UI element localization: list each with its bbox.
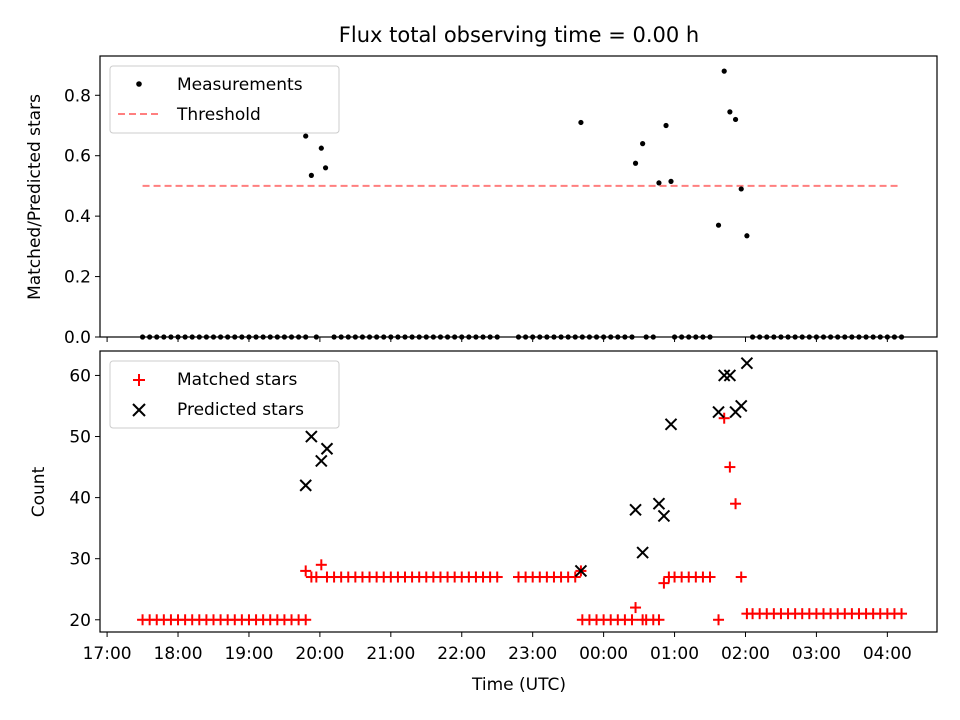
bottom-ytick-label: 60 <box>69 366 91 386</box>
predicted-point <box>629 503 642 517</box>
bottom-xtick-label: 00:00 <box>579 644 628 664</box>
matched-point <box>300 565 312 577</box>
measurement-point <box>738 186 744 192</box>
measurement-point <box>318 145 324 151</box>
bottom-xtick-label: 03:00 <box>792 644 841 664</box>
measurement-point <box>744 233 750 239</box>
matched-point <box>653 614 665 626</box>
predicted-point <box>723 369 737 382</box>
bottom-ytick-label: 40 <box>69 489 91 509</box>
matched-point <box>300 614 312 626</box>
top-ytick-label: 0.2 <box>64 268 91 288</box>
bottom-xtick-label: 02:00 <box>721 644 770 664</box>
bottom-ytick-label: 20 <box>69 611 91 631</box>
legend-matched-marker <box>133 374 145 386</box>
bottom-matched-layer <box>137 412 908 626</box>
measurement-point <box>668 178 674 184</box>
measurement-point <box>656 180 662 186</box>
matched-point <box>896 608 908 620</box>
bottom-yticks: 20 30 40 50 60 <box>69 366 100 631</box>
matched-point <box>735 571 747 583</box>
matched-point <box>718 412 730 424</box>
bottom-xtick-label: 22:00 <box>437 644 486 664</box>
bottom-xtick-label: 01:00 <box>650 644 699 664</box>
bottom-ytick-label: 30 <box>69 550 91 570</box>
matched-point <box>569 571 581 583</box>
bottom-ytick-label: 50 <box>69 428 91 448</box>
predicted-point <box>712 405 725 419</box>
bottom-axes-frame <box>99 350 938 633</box>
predicted-point <box>320 442 334 455</box>
measurement-point <box>727 109 733 115</box>
matched-point <box>310 571 322 583</box>
top-panel: 0.00.20.40.60.8 Matched/Predicted stars … <box>25 55 938 348</box>
bottom-ylabel: Count <box>29 466 49 517</box>
predicted-point <box>636 546 649 559</box>
legend-predicted-label: Predicted stars <box>177 400 304 420</box>
matched-point <box>491 571 503 583</box>
matched-point <box>730 498 742 510</box>
bottom-xtick-label: 20:00 <box>295 644 344 664</box>
top-ylabel: Matched/Predicted stars <box>25 94 45 300</box>
measurement-point <box>721 68 727 74</box>
predicted-point <box>740 357 754 370</box>
bottom-panel: 20 30 40 50 60 17:00 18:00 19:00 20:00 21:00 22:0… <box>29 350 938 695</box>
measurement-point <box>308 172 314 178</box>
bottom-xtick-label: 21:00 <box>366 644 415 664</box>
legend-matched-label: Matched stars <box>177 370 297 390</box>
bottom-legend-box <box>109 360 340 429</box>
legend-measurements-label: Measurements <box>177 75 303 95</box>
matched-point <box>704 571 716 583</box>
measurement-point <box>663 122 669 129</box>
predicted-point <box>735 399 748 413</box>
legend-measurements-marker <box>136 81 142 87</box>
bottom-xtick-label: 19:00 <box>224 644 273 664</box>
matched-point <box>724 461 736 473</box>
top-axes-frame <box>99 55 938 338</box>
measurement-point <box>732 116 739 123</box>
matched-point <box>626 614 638 626</box>
bottom-xlabel: Time (UTC) <box>471 675 566 695</box>
top-ytick-label: 0.0 <box>64 328 91 348</box>
bottom-legend: Matched stars Predicted stars <box>109 360 340 429</box>
top-ytick-label: 0.8 <box>64 86 91 106</box>
predicted-point <box>717 369 731 382</box>
predicted-point <box>657 509 671 523</box>
predicted-point <box>305 430 318 443</box>
predicted-point <box>315 454 328 468</box>
legend-predicted-marker <box>132 403 146 417</box>
bottom-xtick-label: 23:00 <box>508 644 557 664</box>
figure-title: Flux total observing time = 0.00 h <box>339 23 699 47</box>
top-ytick-label: 0.4 <box>64 207 91 227</box>
measurement-point <box>303 133 309 139</box>
top-ytick-label: 0.6 <box>64 147 91 167</box>
measurement-point <box>715 222 722 228</box>
measurement-point <box>578 119 584 126</box>
top-xticks <box>106 337 888 342</box>
legend-threshold-label: Threshold <box>176 105 261 125</box>
predicted-point <box>652 497 666 510</box>
top-yticks: 0.0 0.2 0.4 0.6 0.8 <box>64 86 100 348</box>
predicted-point <box>299 479 312 492</box>
matched-point <box>630 602 642 614</box>
top-legend-box <box>109 65 340 134</box>
matched-point <box>713 614 725 626</box>
matched-point <box>658 577 670 589</box>
measurement-point <box>640 141 646 147</box>
predicted-point <box>574 564 588 578</box>
measurement-point <box>632 160 639 166</box>
predicted-point <box>664 418 678 431</box>
bottom-predicted-layer <box>299 357 754 578</box>
bottom-xtick-label: 17:00 <box>83 644 132 664</box>
top-legend: Measurements Threshold <box>109 65 340 134</box>
measurement-point <box>322 165 329 171</box>
bottom-xtick-label: 04:00 <box>863 644 912 664</box>
bottom-xticks: 17:00 18:00 19:00 20:00 21:00 22:00 23:00 00:00… <box>83 632 912 664</box>
matched-point <box>315 559 327 571</box>
bottom-xtick-label: 18:00 <box>154 644 203 664</box>
